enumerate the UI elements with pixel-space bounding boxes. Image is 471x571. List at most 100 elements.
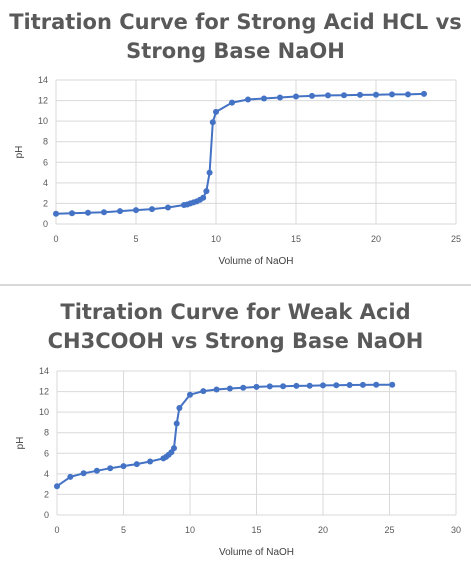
data-point [200,194,207,201]
data-point [120,463,127,470]
data-point [213,386,220,393]
y-tick-label: 2 [44,489,49,499]
y-tick-label: 4 [43,178,48,188]
y-axis-label: pH [15,437,26,450]
x-tick-label: 25 [451,234,461,244]
x-tick-label: 30 [451,525,461,535]
x-tick-label: 0 [53,234,58,244]
data-point [107,465,114,472]
gridlines [55,79,457,225]
y-tick-label: 8 [43,137,48,147]
x-axis-label: Volume of NaOH [219,547,294,558]
y-tick-label: 12 [39,387,49,397]
y-tick-label: 0 [44,510,49,520]
data-point [209,119,216,126]
data-point [149,206,155,213]
y-tick-label: 12 [38,96,48,106]
chart-title-line: Strong Base NaOH [126,39,345,63]
x-tick-label: 10 [211,234,221,244]
plot-area: 0 2 4 6 8 10 12 14 0 5 10 15 20 25 30 Volume of NaOH pH [15,366,461,558]
data-point [67,473,74,480]
data-point [333,382,340,389]
x-tick-label: 20 [371,234,381,244]
data-point [320,382,326,389]
series-line [55,92,425,215]
data-point [261,95,267,102]
y-tick-label: 2 [43,198,48,208]
y-tick-label: 4 [44,469,49,479]
x-tick-label: 5 [121,525,126,535]
y-tick-label: 14 [39,366,49,376]
x-tick-label: 10 [185,525,195,535]
x-tick-label: 20 [318,525,328,535]
data-point [325,92,331,99]
data-point [133,207,139,214]
data-point [373,381,380,388]
divider [0,284,471,286]
gridlines [56,370,457,516]
chart-panel-weak-acid[interactable]: Titration Curve for Weak Acid CH3COOH vs… [0,288,471,571]
chart-title-line: Titration Curve for Strong Acid HCL vs [9,10,462,34]
data-point [253,383,260,390]
x-axis-label: Volume of NaOH [218,256,293,267]
chart-title-line: Titration Curve for Weak Acid [60,300,411,324]
chart-title: Titration Curve for Weak Acid CH3COOH vs… [0,298,471,356]
data-point [93,467,100,474]
data-point [346,382,353,388]
x-tick-label: 15 [251,525,261,535]
x-tick-label: 15 [291,234,301,244]
data-point [245,96,251,103]
y-axis-label: pH [14,146,25,159]
data-point [165,204,171,211]
y-tick-label: 14 [38,75,48,85]
data-point [373,91,379,98]
data-point [266,383,273,390]
data-point [341,92,347,99]
data-point [240,384,247,391]
plot-area: 0 2 4 6 8 10 12 14 0 5 10 15 20 25 Volume of NaOH pH [14,75,461,267]
data-point [203,188,210,195]
data-point [213,108,219,115]
data-point [133,461,140,468]
x-tick-label: 5 [133,234,138,244]
data-point [206,169,213,176]
data-point [389,91,395,98]
data-point [277,94,283,101]
data-point [226,385,233,392]
data-point [229,99,235,106]
y-tick-label: 6 [43,157,48,167]
data-point [117,208,123,215]
data-point [293,93,299,100]
data-point [187,391,193,398]
y-tick-label: 8 [44,428,49,438]
data-point [389,381,396,388]
data-point [359,381,366,388]
data-point [293,382,300,389]
data-point [421,90,427,97]
x-tick-label: 25 [384,525,394,535]
data-point [85,209,91,216]
data-point [69,210,75,217]
y-tick-label: 10 [39,407,49,417]
data-point [53,210,59,217]
data-point [176,405,183,411]
series-line [56,383,393,488]
data-point [173,420,180,427]
y-tick-label: 10 [38,116,48,126]
data-point [171,445,177,452]
data-point [200,388,207,395]
chart-panel-strong-acid[interactable]: Titration Curve for Strong Acid HCL vs S… [0,0,471,282]
data-point [54,483,60,490]
y-tick-label: 0 [43,219,48,229]
data-point [357,91,363,98]
data-point [405,91,411,98]
y-tick-label: 6 [44,448,49,458]
chart-title: Titration Curve for Strong Acid HCL vs S… [0,8,471,66]
data-point [101,209,107,216]
data-point [280,383,287,390]
data-point [147,458,154,465]
data-point [80,470,87,477]
data-point [306,382,313,389]
data-point [309,92,315,99]
x-tick-label: 0 [54,525,59,535]
